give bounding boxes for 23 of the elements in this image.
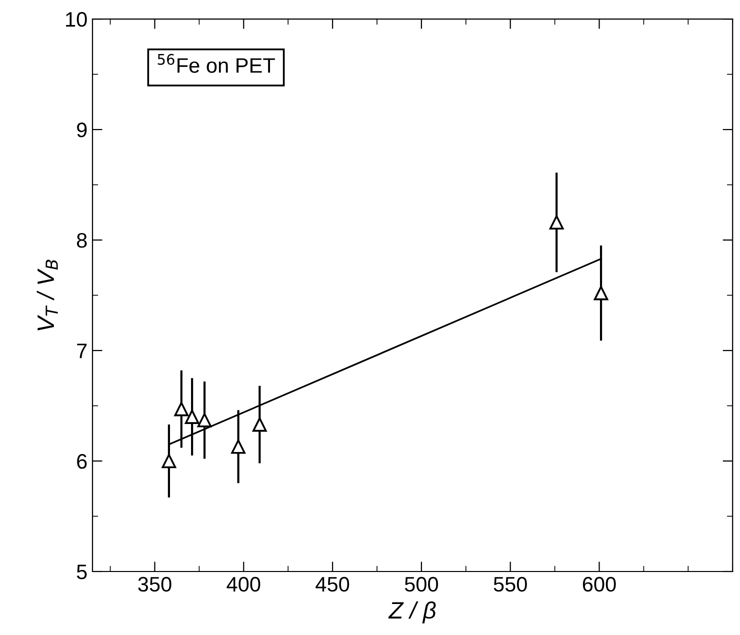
- x-tick-label: 400: [226, 576, 260, 592]
- x-tick-label: 500: [404, 576, 438, 592]
- y-tick-label: 8: [76, 233, 87, 248]
- x-axis-title: Z / β: [388, 601, 436, 624]
- y-tick-label: 9: [77, 122, 87, 138]
- point: [594, 286, 608, 300]
- point: [162, 454, 176, 468]
- point: [197, 412, 212, 428]
- x-tick-label: 450: [316, 576, 350, 592]
- x-tick-label: 350: [138, 576, 172, 592]
- y-tick-label: 6: [77, 454, 87, 469]
- point: [184, 410, 200, 424]
- point: [174, 402, 189, 416]
- annotation: $^{56}$Fe on PET: [158, 54, 275, 73]
- x-tick-label: 550: [494, 576, 527, 592]
- y-tick-label: 5: [76, 564, 87, 580]
- y-tick-label: 10: [66, 12, 87, 27]
- y-tick-label: 7: [77, 344, 87, 358]
- point: [252, 417, 267, 432]
- point: [231, 439, 246, 454]
- y-axis-title: V$_{T}$ / V$_{B}$: [36, 260, 58, 330]
- point: [549, 215, 564, 230]
- x-tick-label: 600: [582, 576, 616, 592]
